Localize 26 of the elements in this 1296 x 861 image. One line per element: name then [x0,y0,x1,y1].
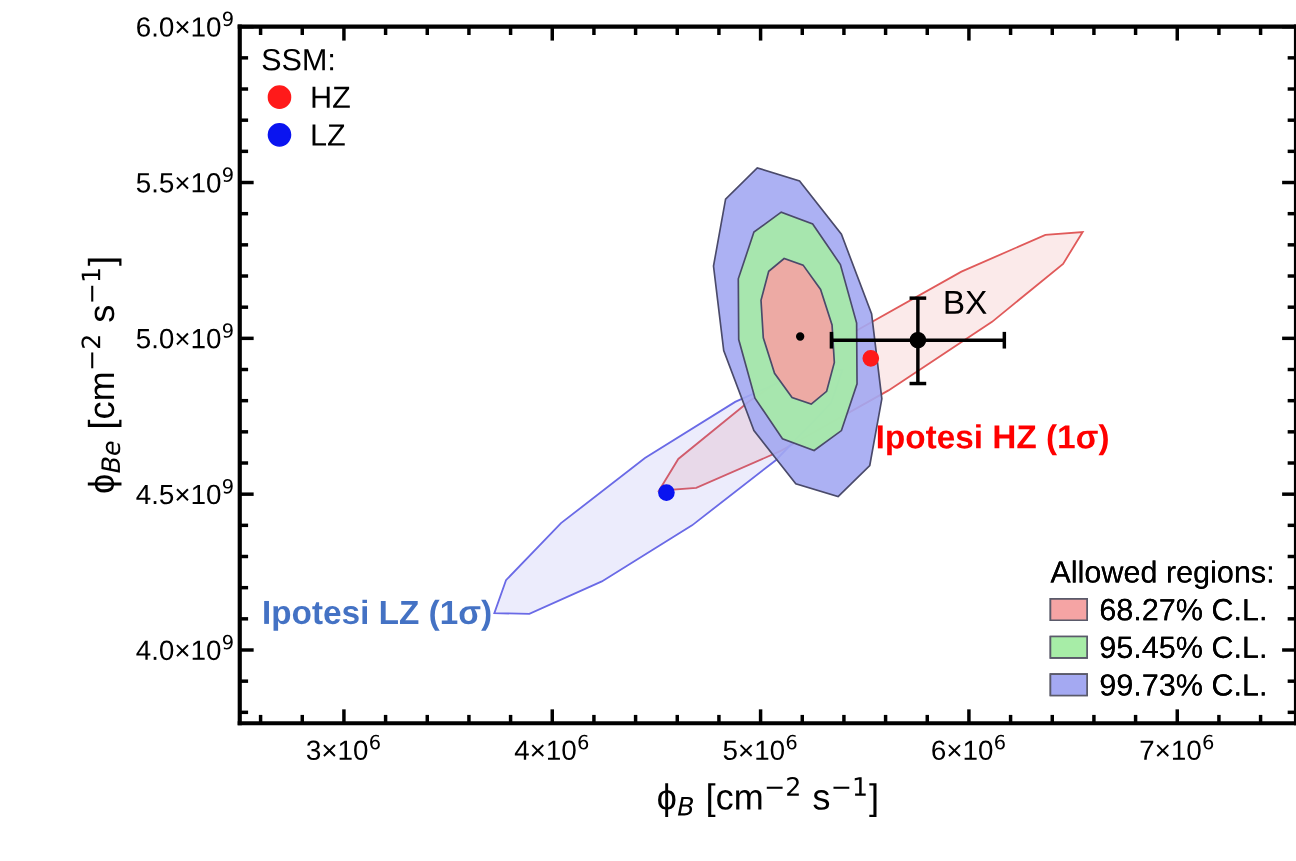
legend-label: 99.73% C.L. [1100,674,1265,696]
legend-label: LZ [312,124,345,146]
text: SSM: [262,48,334,71]
series-label: BX [945,290,987,314]
y-tick-label: 4.0×10$^{9}$ [136,634,233,661]
text: Allowed regions: [1050,560,1272,589]
legend-label: 68.27% C.L. [1100,598,1265,621]
annotation: Ipotesi HZ (1σ) [877,424,1108,456]
y-tick-label: 5.5×10$^{9}$ [136,167,233,193]
y-axis-title: ϕ$_{Be}$ [cm$^{−2}$ s$^{−1}$] [81,258,122,493]
x-tick-label: 4×10$^{6}$ [514,734,589,761]
x-tick-label: 3×10$^{6}$ [306,734,380,761]
point [796,332,805,341]
point [909,331,927,349]
point [658,484,675,501]
legend-label: HZ [312,86,350,108]
y-tick-label: 4.5×10$^{9}$ [136,478,233,505]
legend-label: 95.45% C.L. [1100,636,1265,659]
x-tick-label: 5×10$^{6}$ [723,734,797,761]
point [862,349,880,367]
x-tick-label: 6×10$^{6}$ [932,734,1005,761]
y-tick-label: 5.0×10$^{9}$ [136,323,233,349]
y-tick-label: 6.0×10$^{9}$ [137,11,233,37]
x-tick-label: 7×10$^{6}$ [1140,734,1214,761]
x-axis-title: ϕ$_{B}$ [cm$^{−2}$ s$^{−1}$] [658,776,877,817]
annotation: Ipotesi LZ (1σ) [264,599,491,631]
